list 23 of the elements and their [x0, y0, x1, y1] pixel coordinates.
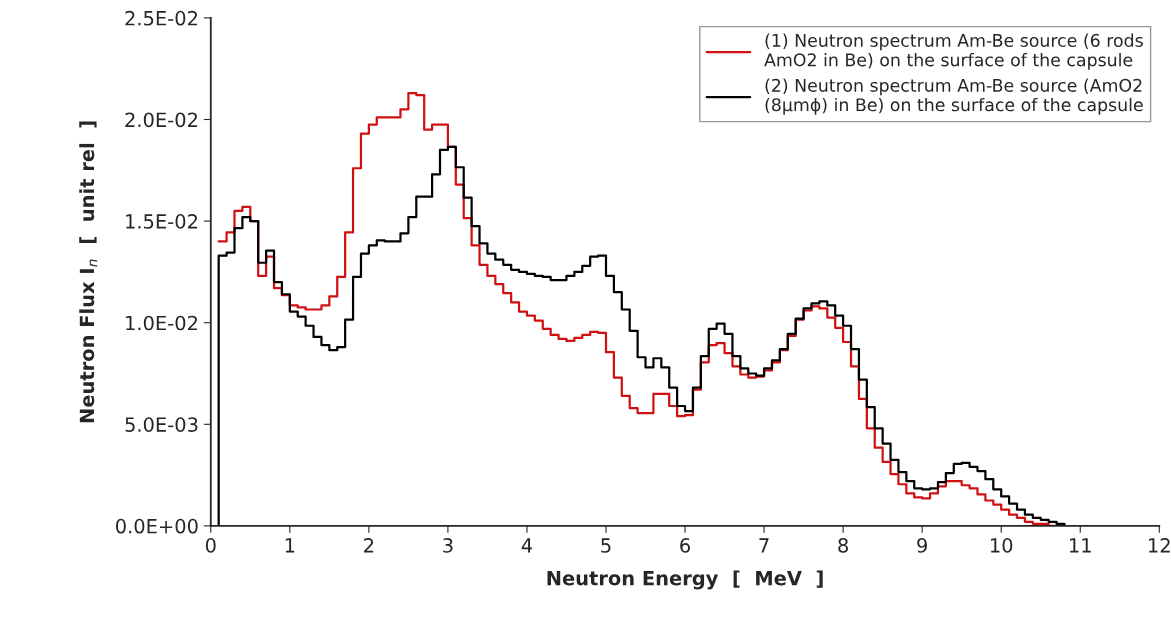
y-tick-label: 2.5E-02 [125, 10, 198, 26]
x-tick-label: 0 [205, 538, 216, 553]
x-tick-label: 4 [521, 538, 533, 553]
x-tick-label: 5 [601, 538, 611, 553]
x-tick-label: 12 [1149, 538, 1170, 553]
x-axis-title: Neutron Energy [ MeV ] [547, 570, 823, 590]
y-tick-label: 1.5E-02 [126, 214, 198, 229]
x-tick-label: 3 [443, 538, 453, 553]
x-tick-label: 9 [917, 538, 927, 553]
x-tick-label: 11 [1070, 538, 1091, 553]
x-tick-label: 7 [759, 538, 769, 553]
y-tick-label: 5.0E-03 [125, 417, 198, 432]
x-tick-label: 10 [990, 538, 1013, 553]
legend-label: (1) Neutron spectrum Am-Be source (6 rods AmO2 in Be) on the surface of the capsule [764, 33, 1143, 70]
y-tick-label: 2.0E-02 [125, 112, 198, 128]
x-tick-label: 8 [838, 538, 848, 553]
text: Neutron Flux I$_{n}$ [ unit rel ] [79, 121, 98, 423]
x-tick-label: 6 [680, 538, 690, 553]
x-tick-label: 1 [285, 538, 295, 553]
y-tick-label: 0.0E+00 [116, 518, 198, 534]
x-tick-label: 2 [364, 538, 374, 553]
legend-label: (2) Neutron spectrum Am-Be source (AmO2 (8μmϕ) in Be) on the surface of the capsule [765, 78, 1143, 115]
y-tick-label: 1.0E-02 [126, 315, 198, 331]
